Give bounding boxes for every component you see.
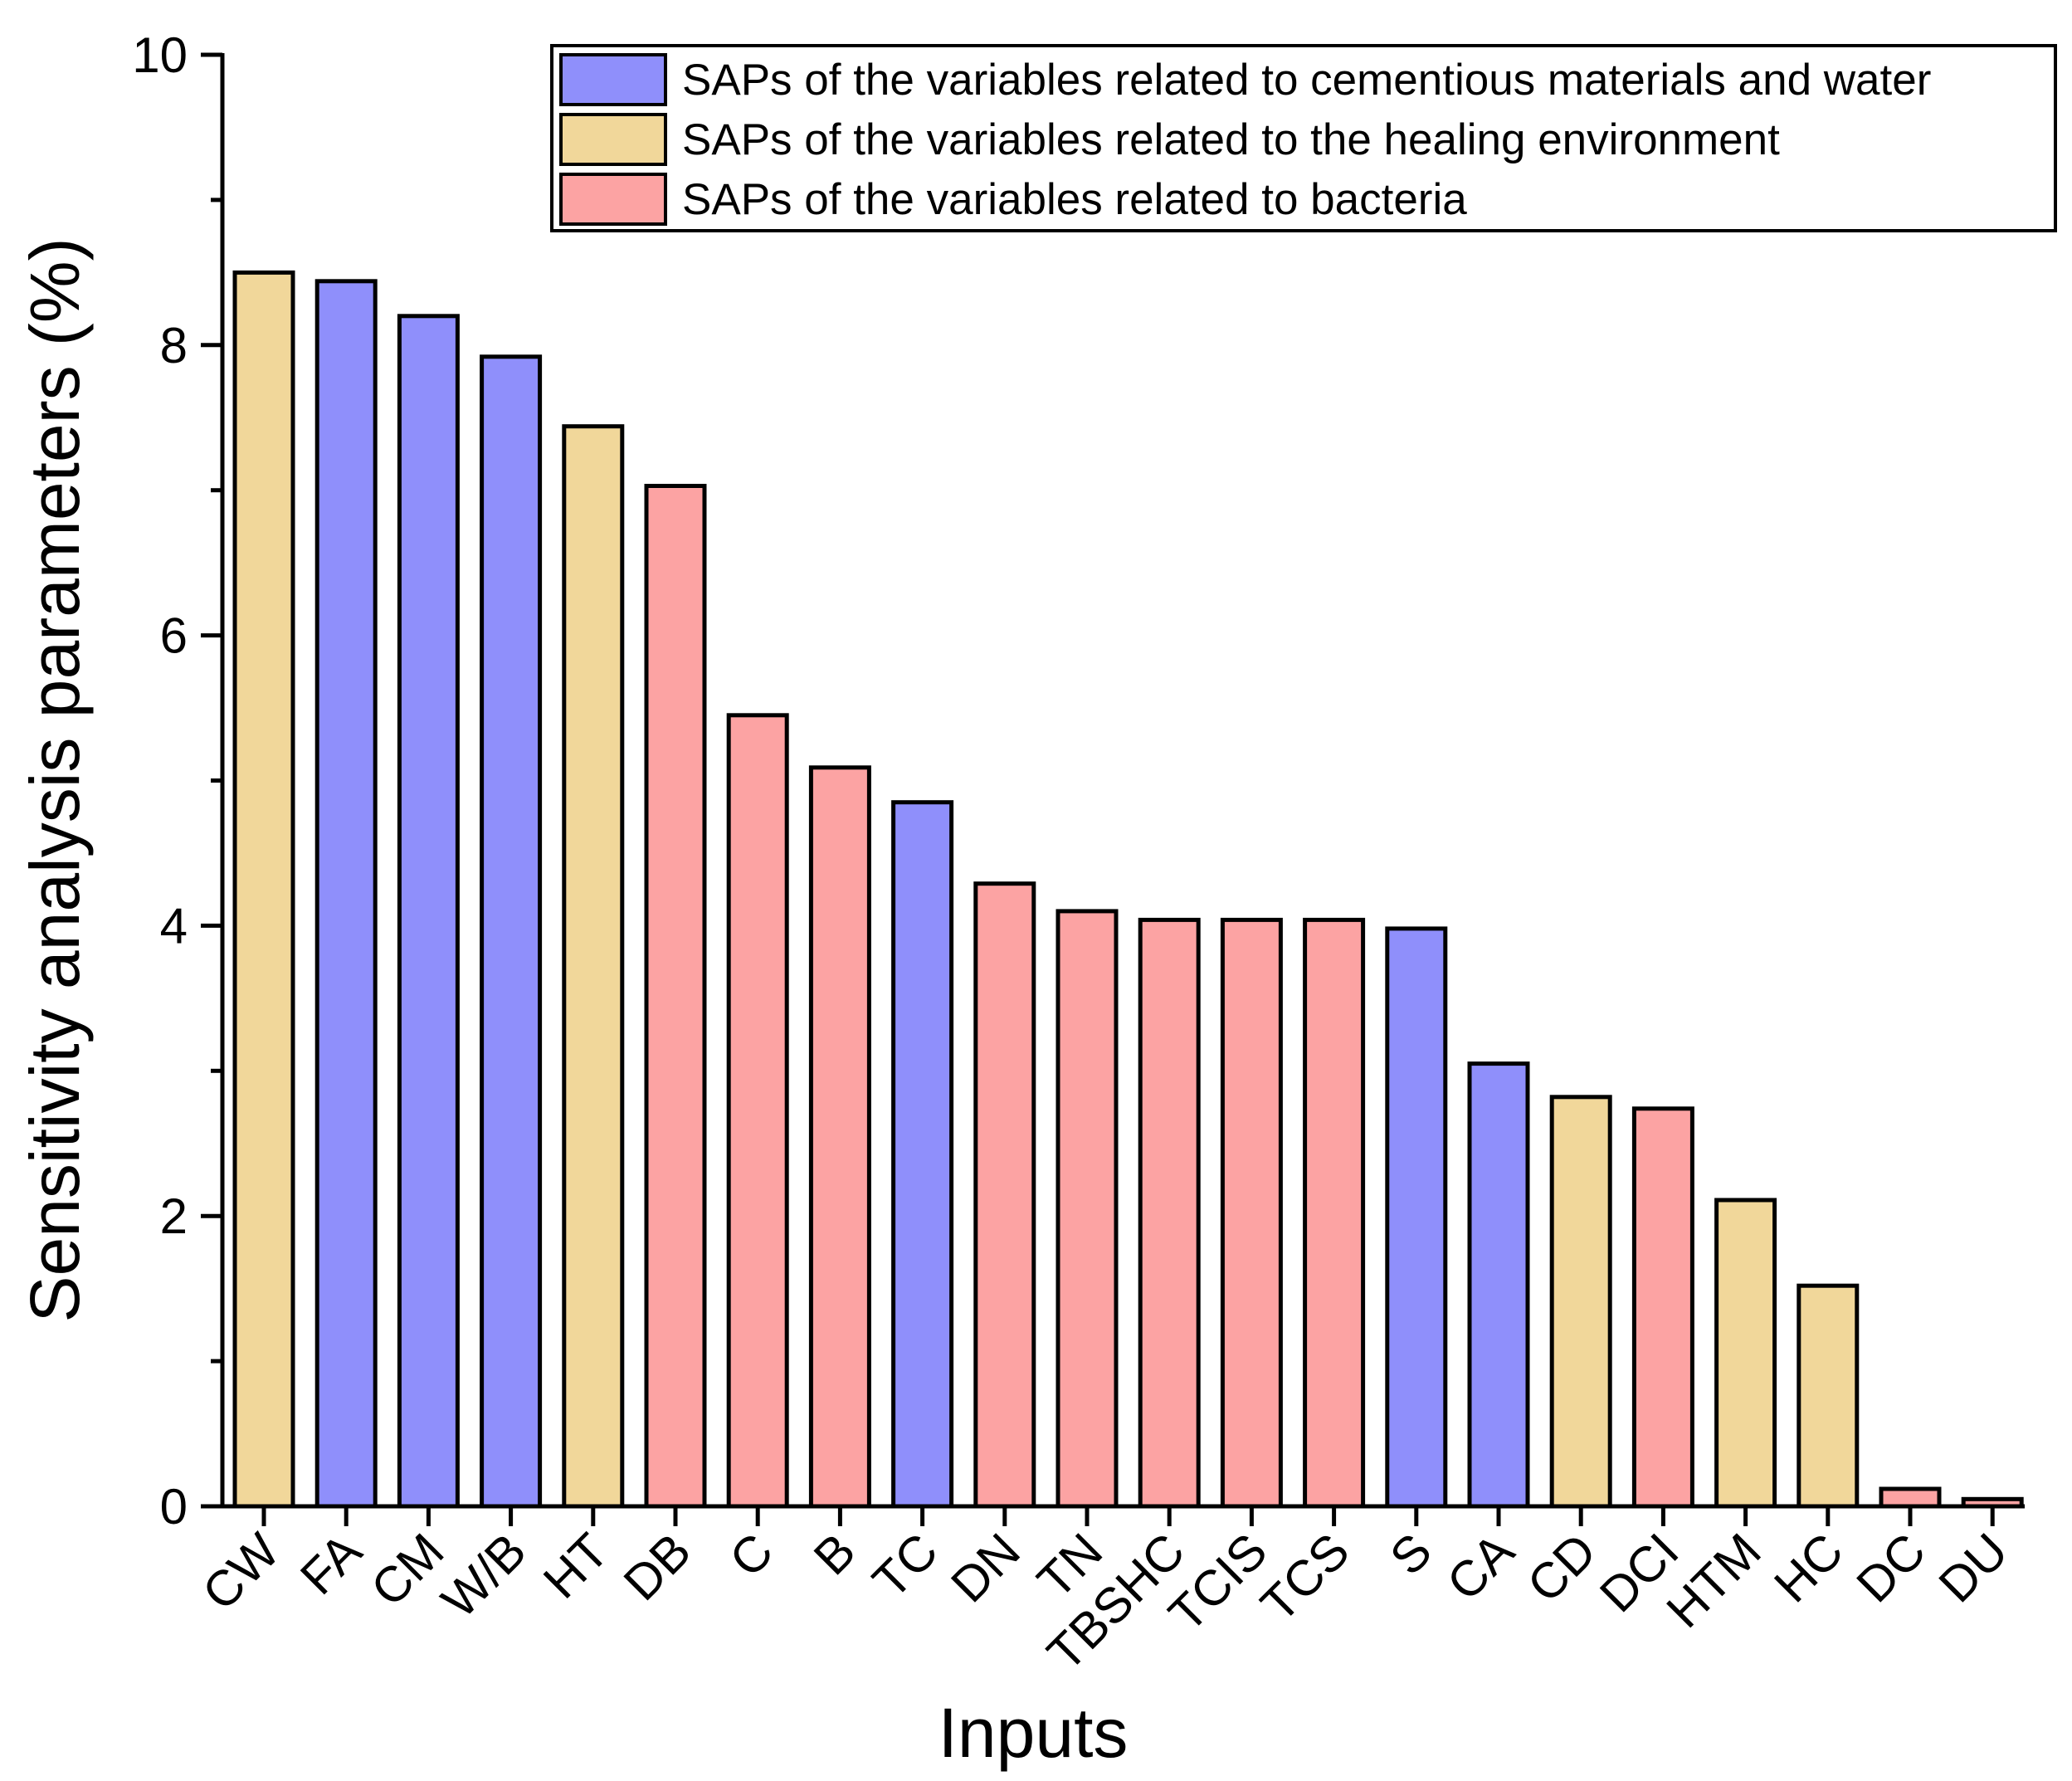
bar-s	[1385, 926, 1448, 1509]
legend-frame	[550, 44, 2057, 232]
x-tick-label: HTM	[1656, 1523, 1772, 1638]
bar-dc	[1879, 1486, 1942, 1509]
bar-db	[644, 484, 707, 1509]
bar-fa	[314, 279, 378, 1509]
x-tick-label: DC	[1846, 1523, 1937, 1613]
y-tick-label: 2	[160, 1188, 188, 1244]
bar-ht	[562, 424, 625, 1509]
x-tick-label: W/B	[431, 1523, 537, 1629]
y-tick-label: 8	[160, 318, 188, 373]
legend-swatch-bac	[559, 173, 667, 226]
x-tick-label: CW	[192, 1523, 290, 1621]
bar-w-b	[480, 354, 543, 1509]
y-axis-title: Sensitivity analysis parameters (%)	[16, 237, 94, 1322]
x-tick-label: CM	[360, 1523, 454, 1617]
bar-cw	[232, 270, 295, 1509]
bar-hc	[1797, 1283, 1860, 1509]
bar-tn	[1056, 909, 1119, 1509]
bar-dci	[1631, 1106, 1694, 1509]
bar-c	[726, 713, 789, 1509]
bar-tcis	[1220, 917, 1283, 1509]
x-tick-label: CD	[1517, 1523, 1607, 1613]
bar-cm	[397, 314, 460, 1509]
bar-cd	[1549, 1095, 1612, 1509]
x-tick-label: HC	[1763, 1523, 1854, 1613]
x-tick-label: TC	[862, 1523, 948, 1609]
x-tick-label: DU	[1928, 1523, 2019, 1613]
legend-label-bac: SAPs of the variables related to bacteri…	[682, 175, 1467, 224]
x-tick-label: DB	[613, 1523, 701, 1611]
x-axis-title: Inputs	[938, 1694, 1129, 1772]
y-tick-label: 10	[132, 27, 188, 83]
x-tick-label: TCS	[1251, 1523, 1360, 1632]
bars-group	[232, 270, 2024, 1509]
bar-htm	[1714, 1198, 1777, 1509]
bar-tbshc	[1138, 917, 1201, 1509]
x-tick-label: C	[719, 1523, 783, 1588]
bar-ca	[1467, 1061, 1530, 1509]
y-tick-label: 0	[160, 1479, 188, 1535]
x-tick-label: B	[803, 1523, 866, 1586]
legend-swatch-cem	[559, 53, 667, 106]
legend-swatch-env	[559, 113, 667, 166]
x-tick-label: DN	[940, 1523, 1031, 1613]
legend-label-env: SAPs of the variables related to the hea…	[682, 115, 1780, 164]
legend-label-cem: SAPs of the variables related to cementi…	[682, 56, 1931, 105]
y-tick-label: 4	[160, 898, 188, 954]
y-tick-label: 6	[160, 608, 188, 664]
x-tick-label: S	[1379, 1523, 1442, 1586]
x-tick-label: HT	[533, 1523, 619, 1609]
x-tick-label: TCIS	[1158, 1523, 1278, 1642]
bar-tcs	[1303, 917, 1366, 1509]
legend: SAPs of the variables related to cementi…	[550, 44, 2057, 232]
x-tick-label: CA	[1436, 1523, 1524, 1611]
y-ticks-group: 0 2 4 6 8 10	[132, 27, 222, 1535]
bar-dn	[973, 881, 1036, 1509]
x-tick-label: FA	[290, 1523, 372, 1605]
bar-tc	[891, 800, 954, 1509]
bar-b	[808, 765, 871, 1509]
